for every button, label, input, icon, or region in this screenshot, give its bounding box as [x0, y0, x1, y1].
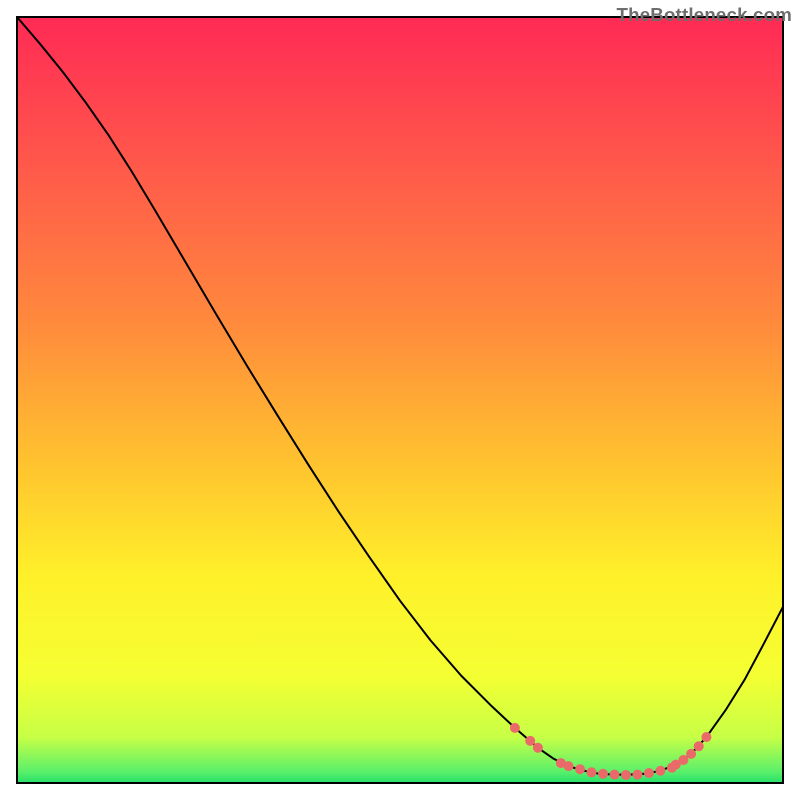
curve-marker [694, 741, 704, 751]
curve-marker [587, 767, 597, 777]
curve-marker [525, 736, 535, 746]
curve-marker [533, 743, 543, 753]
curve-marker [701, 732, 711, 742]
curve-marker [655, 766, 665, 776]
curve-marker [644, 768, 654, 778]
curve-marker [575, 764, 585, 774]
curve-marker [609, 770, 619, 780]
curve-marker [632, 770, 642, 780]
bottleneck-chart [0, 0, 800, 800]
plot-background [17, 17, 783, 783]
curve-marker [621, 770, 631, 780]
curve-marker [686, 749, 696, 759]
image-root: TheBottleneck.com [0, 0, 800, 800]
watermark-text: TheBottleneck.com [617, 4, 793, 26]
curve-marker [564, 761, 574, 771]
curve-marker [510, 723, 520, 733]
curve-marker [598, 769, 608, 779]
